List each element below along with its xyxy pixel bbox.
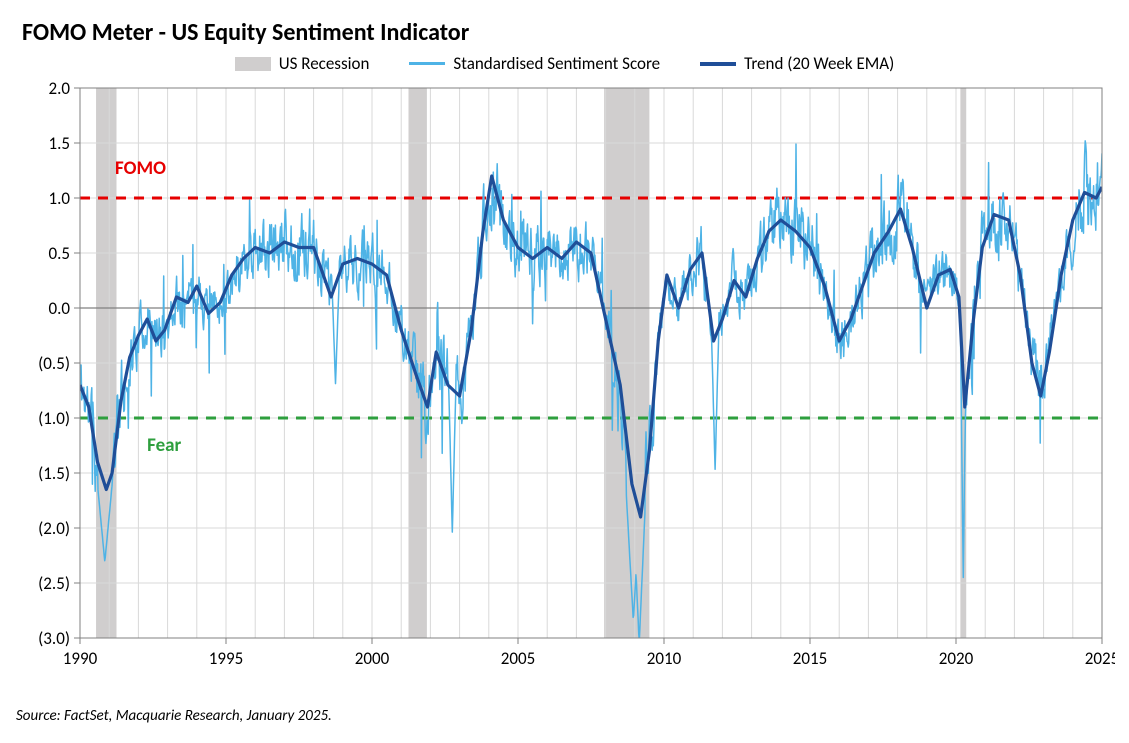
svg-text:2020: 2020 — [939, 648, 974, 669]
svg-text:2.0: 2.0 — [48, 78, 70, 99]
svg-text:1.0: 1.0 — [48, 188, 70, 209]
svg-text:(3.0): (3.0) — [38, 628, 70, 649]
legend-recession-label: US Recession — [279, 53, 370, 74]
svg-text:0.0: 0.0 — [48, 298, 70, 319]
page-title: FOMO Meter - US Equity Sentiment Indicat… — [22, 18, 1115, 47]
svg-text:FOMO: FOMO — [115, 157, 166, 180]
svg-text:2000: 2000 — [355, 648, 390, 669]
svg-text:2010: 2010 — [647, 648, 682, 669]
sentiment-swatch — [409, 62, 445, 65]
svg-text:1.5: 1.5 — [48, 133, 70, 154]
svg-text:Fear: Fear — [147, 434, 181, 457]
legend-recession: US Recession — [235, 53, 370, 74]
svg-text:2025: 2025 — [1085, 648, 1115, 669]
svg-text:2005: 2005 — [501, 648, 535, 669]
svg-text:1990: 1990 — [63, 648, 98, 669]
trend-swatch — [700, 62, 736, 66]
legend-sentiment-label: Standardised Sentiment Score — [453, 53, 660, 74]
svg-text:1995: 1995 — [209, 648, 243, 669]
svg-text:(2.0): (2.0) — [38, 518, 70, 539]
sentiment-chart: FOMO Fear 2.0 1.5 1.0 0.5 0.0 (0.5) (1.0) (1.5) (2… — [14, 78, 1115, 703]
legend-sentiment: Standardised Sentiment Score — [409, 53, 660, 74]
svg-text:(2.5): (2.5) — [38, 573, 70, 594]
chart-legend: US Recession Standardised Sentiment Scor… — [14, 53, 1115, 74]
recession-swatch — [235, 57, 271, 71]
svg-text:2015: 2015 — [793, 648, 827, 669]
svg-text:0.5: 0.5 — [48, 243, 70, 264]
svg-text:(1.5): (1.5) — [38, 463, 70, 484]
svg-text:(1.0): (1.0) — [38, 408, 70, 429]
legend-trend-label: Trend (20 Week EMA) — [744, 53, 894, 74]
chart-container: FOMO Fear 2.0 1.5 1.0 0.5 0.0 (0.5) (1.0) (1.5) (2… — [14, 78, 1115, 703]
legend-trend: Trend (20 Week EMA) — [700, 53, 894, 74]
source-line: Source: FactSet, Macquarie Research, Jan… — [16, 707, 1115, 725]
svg-text:(0.5): (0.5) — [38, 353, 70, 374]
